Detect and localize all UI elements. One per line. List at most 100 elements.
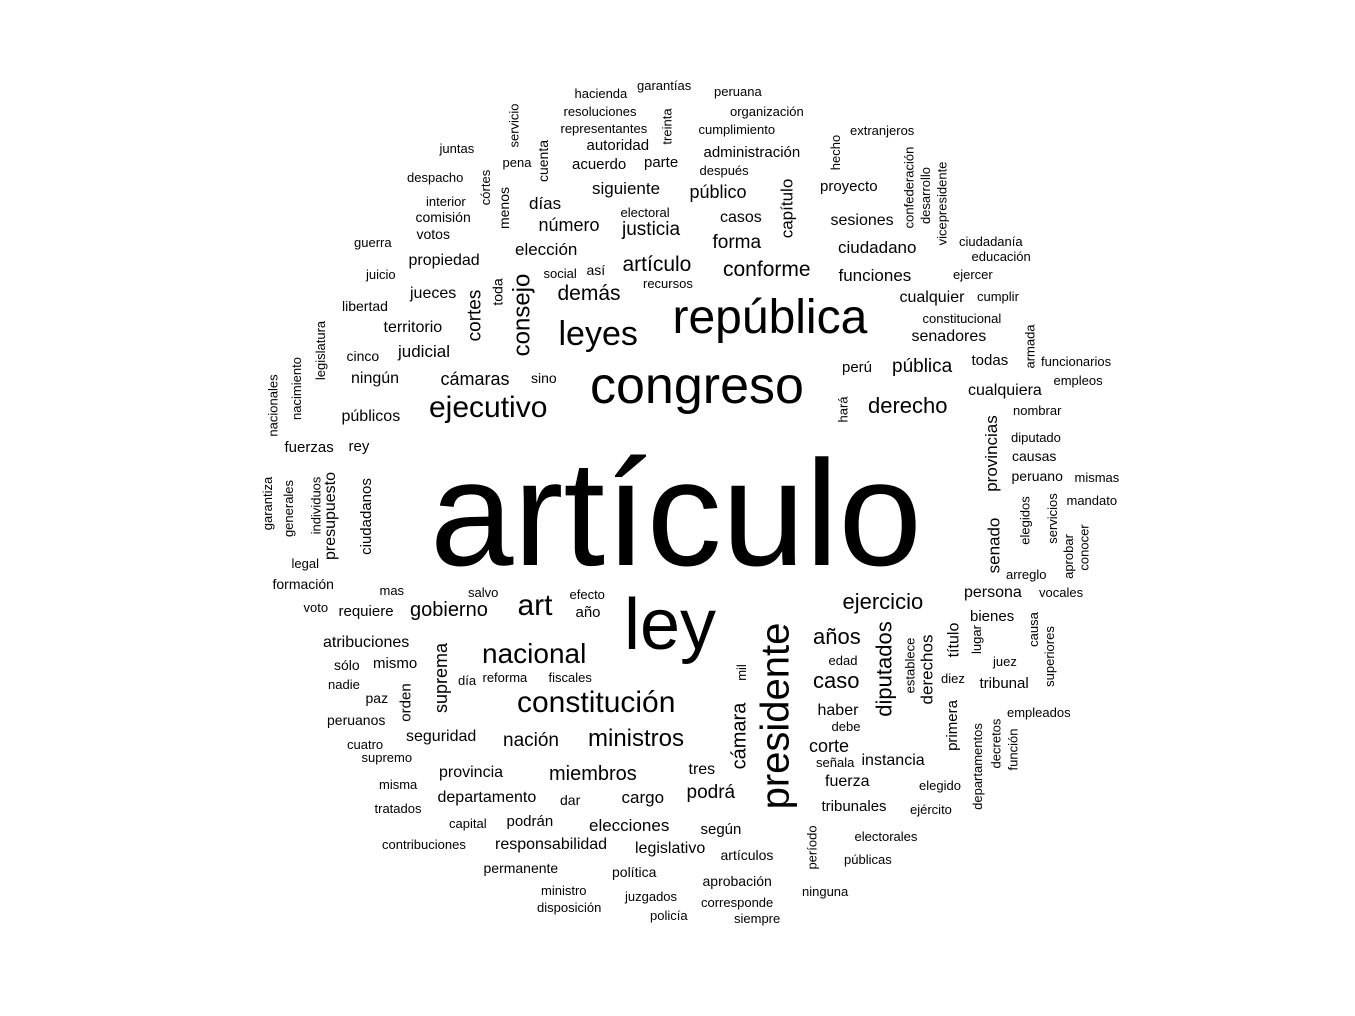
word-8: nacional — [482, 638, 587, 669]
word-93: política — [612, 864, 657, 880]
word-146: función — [1005, 728, 1021, 770]
word-160: contribuciones — [382, 836, 466, 852]
word-38: elecciones — [589, 815, 670, 835]
word-44: funciones — [838, 265, 912, 285]
word-28: número — [538, 215, 600, 235]
word-15: cámara — [727, 702, 750, 770]
word-168: reforma — [482, 669, 528, 685]
word-35: provincias — [981, 414, 1001, 492]
word-52: seguridad — [406, 728, 477, 745]
word-30: corte — [809, 736, 850, 756]
word-174: diez — [941, 670, 965, 686]
word-151: públicas — [844, 851, 892, 867]
word-164: supremo — [361, 749, 413, 765]
word-198: electoral — [620, 204, 670, 220]
word-4: presidente — [752, 622, 797, 810]
word-86: edad — [828, 652, 858, 668]
word-70: título — [944, 622, 962, 658]
word-187: juicio — [366, 266, 396, 282]
word-69: ciudadanos — [357, 477, 375, 555]
word-181: garantiza — [259, 476, 275, 530]
word-3: república — [672, 291, 868, 344]
word-20: nación — [503, 729, 559, 751]
word-137: aprobar — [1060, 533, 1076, 579]
word-68: presupuesto — [322, 471, 340, 561]
word-123: desarrollo — [917, 166, 933, 224]
word-145: decretos — [988, 718, 1004, 768]
word-173: establece — [902, 637, 918, 693]
word-130: armada — [1022, 323, 1038, 369]
word-14: diputados — [871, 621, 897, 717]
word-149: ejército — [910, 801, 952, 817]
word-74: administración — [703, 143, 801, 161]
word-97: votos — [416, 226, 450, 242]
word-170: mil — [733, 663, 749, 681]
word-60: días — [529, 193, 562, 213]
word-32: capítulo — [777, 178, 797, 238]
word-109: paz — [365, 690, 389, 706]
word-150: electorales — [854, 828, 918, 844]
word-134: mismas — [1074, 469, 1120, 485]
word-22: conforme — [723, 257, 811, 281]
word-103: cuenta — [535, 139, 552, 183]
word-178: salvo — [468, 584, 499, 600]
word-62: sesiones — [830, 212, 894, 229]
word-192: despacho — [407, 169, 464, 185]
word-34: senado — [984, 517, 1004, 573]
word-107: elegidos — [1017, 495, 1033, 545]
word-77: acuerdo — [572, 155, 627, 173]
word-136: servicios — [1044, 492, 1060, 544]
word-154: siempre — [734, 910, 781, 926]
word-25: pública — [892, 355, 953, 377]
word-172: señala — [816, 754, 855, 770]
word-9: art — [517, 589, 553, 622]
word-142: superiores — [1041, 625, 1057, 687]
word-139: arreglo — [1006, 566, 1047, 582]
word-197: treinta — [659, 107, 675, 145]
word-182: generales — [280, 479, 296, 537]
word-31: podrá — [686, 781, 736, 803]
word-88: tribunal — [979, 674, 1029, 692]
word-166: nadie — [328, 676, 360, 692]
word-189: social — [543, 265, 577, 281]
word-125: ciudadanía — [959, 233, 1023, 249]
word-155: corresponde — [701, 894, 774, 910]
word-61: casos — [720, 209, 762, 226]
word-108: lugar — [968, 624, 984, 654]
word-114: resoluciones — [563, 103, 637, 119]
word-79: perú — [842, 358, 873, 376]
word-71: según — [700, 820, 742, 838]
word-47: fuerza — [825, 773, 870, 790]
word-124: vicepresidente — [934, 161, 950, 245]
word-53: atribuciones — [323, 634, 410, 651]
word-39: cargo — [621, 787, 665, 807]
word-6: ejecutivo — [429, 391, 548, 424]
word-113: cumplimiento — [698, 121, 776, 137]
word-37: cámaras — [440, 369, 510, 389]
word-45: haber — [817, 702, 859, 719]
word-199: después — [699, 162, 749, 178]
word-65: territorio — [383, 319, 443, 336]
word-0: artículo — [430, 429, 922, 597]
word-95: libertad — [342, 298, 388, 314]
word-33: derechos — [917, 634, 937, 704]
word-127: ejercer — [953, 266, 993, 282]
word-196: pena — [502, 154, 532, 170]
word-106: diputado — [1011, 429, 1061, 445]
word-42: judicial — [398, 341, 450, 361]
word-64: jueces — [410, 285, 457, 302]
word-153: ninguna — [802, 883, 849, 899]
word-186: legislatura — [312, 320, 328, 380]
word-10: consejo — [507, 273, 535, 357]
word-171: debe — [831, 718, 861, 734]
word-51: provincia — [439, 764, 504, 781]
word-82: fuerzas — [284, 438, 334, 456]
word-59: tribunales — [821, 797, 887, 815]
word-122: confederación — [901, 146, 917, 228]
word-135: mandato — [1066, 492, 1118, 508]
word-157: juzgados — [625, 888, 678, 904]
word-132: empleos — [1053, 372, 1103, 388]
word-66: ningún — [351, 370, 400, 387]
word-17: caso — [813, 668, 860, 693]
